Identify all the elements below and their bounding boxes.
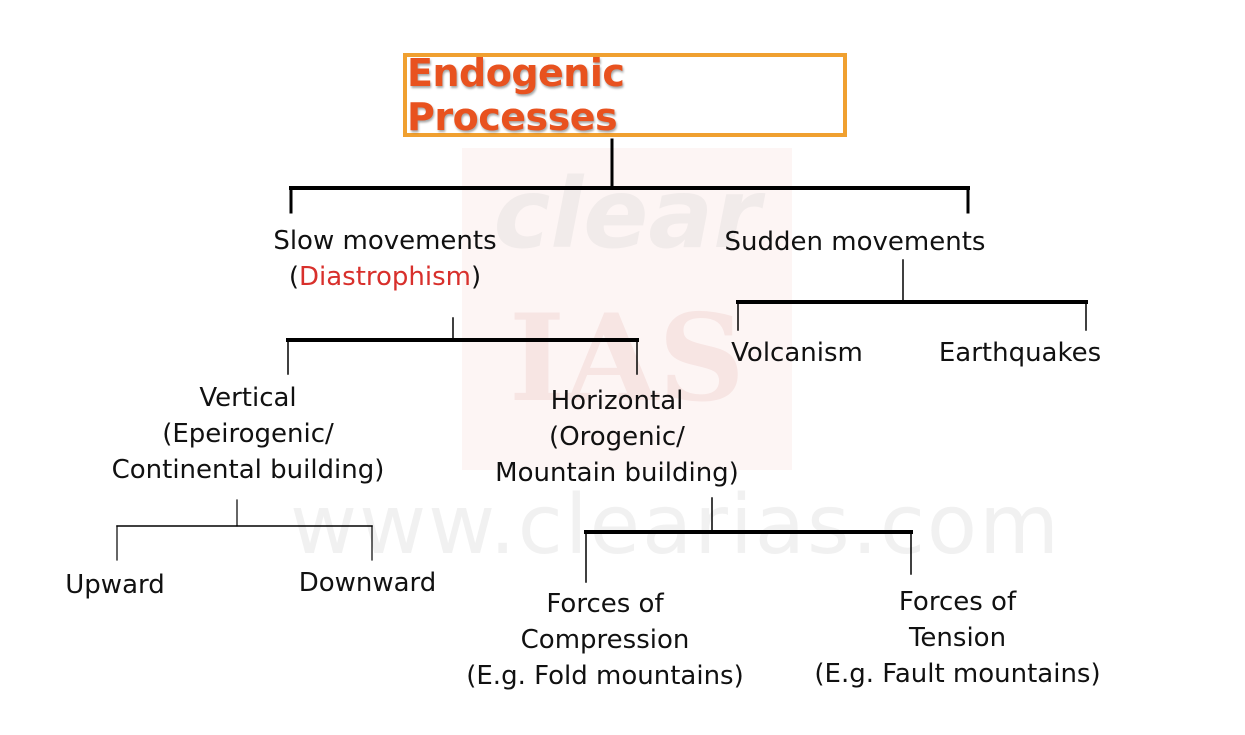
node-vertical-line2: (Epeirogenic/ xyxy=(162,419,334,449)
node-compression: Forces of Compression (E.g. Fold mountai… xyxy=(450,586,760,694)
node-sudden-label: Sudden movements xyxy=(724,227,986,257)
node-compression-line2: Compression xyxy=(520,625,690,655)
node-upward-label: Upward xyxy=(65,570,165,600)
title-box: Endogenic Processes xyxy=(403,51,847,139)
node-downward-label: Downward xyxy=(298,568,437,598)
node-earthquakes-label: Earthquakes xyxy=(938,338,1102,368)
node-volcanism: Volcanism xyxy=(712,335,882,371)
node-horizontal: Horizontal (Orogenic/ Mountain building) xyxy=(462,383,772,491)
node-volcanism-label: Volcanism xyxy=(731,338,863,368)
slow-diastrophism-term: Diastrophism xyxy=(298,262,472,292)
node-tension: Forces of Tension (E.g. Fault mountains) xyxy=(800,584,1115,692)
node-compression-line1: Forces of xyxy=(546,589,664,619)
node-vertical-line3: Continental building) xyxy=(111,455,385,485)
node-slow-line1: Slow movements xyxy=(273,226,497,256)
node-horizontal-line3: Mountain building) xyxy=(495,458,739,488)
slow-close-paren: ) xyxy=(471,262,482,292)
node-upward: Upward xyxy=(45,567,185,603)
node-earthquakes: Earthquakes xyxy=(920,335,1120,371)
node-slow-movements: Slow movements (Diastrophism) xyxy=(235,223,535,295)
node-compression-line3: (E.g. Fold mountains) xyxy=(466,661,744,691)
slow-open-paren: ( xyxy=(288,262,299,292)
diagram-title: Endogenic Processes xyxy=(407,51,625,139)
node-horizontal-line2: (Orogenic/ xyxy=(549,422,685,452)
node-tension-line2: Tension xyxy=(908,623,1007,653)
node-slow-line2: (Diastrophism) xyxy=(235,259,535,295)
node-downward: Downward xyxy=(280,565,455,601)
node-horizontal-line1: Horizontal xyxy=(550,386,684,416)
node-vertical-line1: Vertical xyxy=(199,383,297,413)
node-tension-line3: (E.g. Fault mountains) xyxy=(814,659,1101,689)
node-vertical: Vertical (Epeirogenic/ Continental build… xyxy=(78,380,418,488)
node-sudden-movements: Sudden movements xyxy=(695,224,1015,260)
node-tension-line1: Forces of xyxy=(898,587,1017,617)
